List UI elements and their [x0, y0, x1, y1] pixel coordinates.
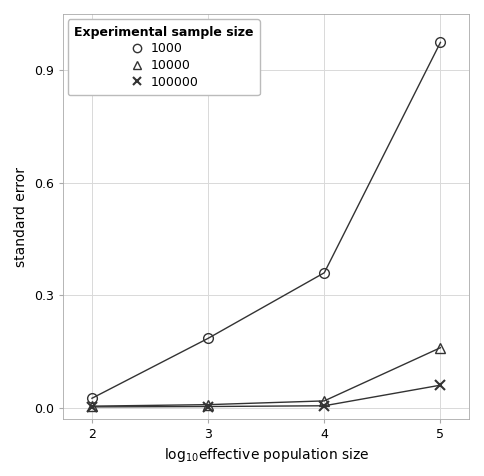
X-axis label: log$_{10}$effective population size: log$_{10}$effective population size	[164, 446, 369, 465]
Legend: 1000, 10000, 100000: 1000, 10000, 100000	[68, 20, 260, 95]
Y-axis label: standard error: standard error	[15, 167, 29, 267]
